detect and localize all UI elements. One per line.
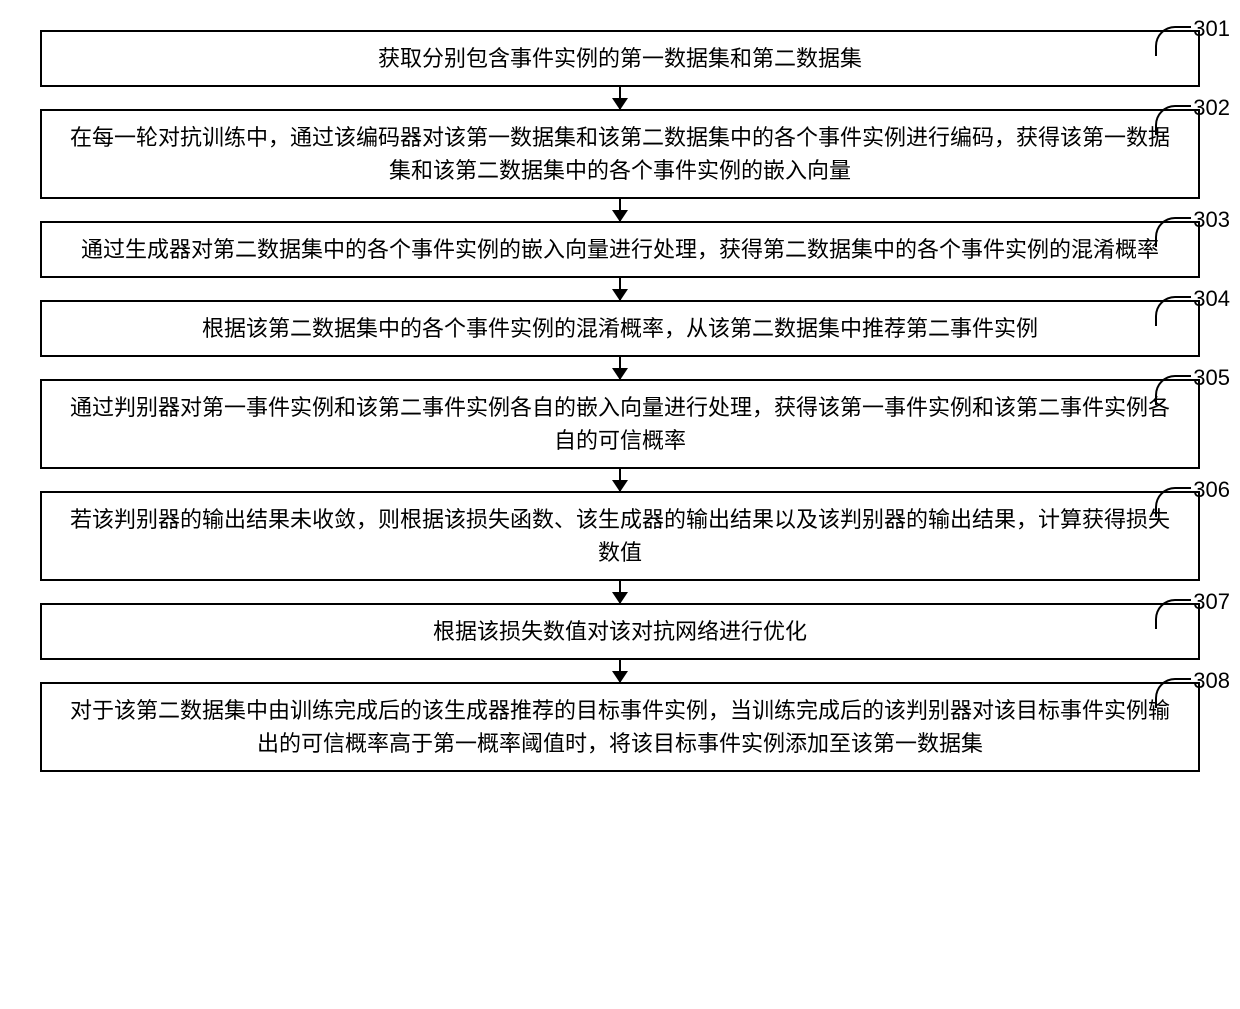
- arrow-icon: [619, 581, 621, 603]
- step-wrapper-306: 306 若该判别器的输出结果未收敛，则根据该损失函数、该生成器的输出结果以及该判…: [40, 491, 1200, 581]
- step-wrapper-302: 302 在每一轮对抗训练中，通过该编码器对该第一数据集和该第二数据集中的各个事件…: [40, 109, 1200, 199]
- step-label: 306: [1193, 477, 1230, 503]
- step-text: 根据该第二数据集中的各个事件实例的混淆概率，从该第二数据集中推荐第二事件实例: [202, 312, 1038, 345]
- step-label: 305: [1193, 365, 1230, 391]
- step-label: 304: [1193, 286, 1230, 312]
- step-box: 根据该损失数值对该对抗网络进行优化: [40, 603, 1200, 660]
- step-box: 通过生成器对第二数据集中的各个事件实例的嵌入向量进行处理，获得第二数据集中的各个…: [40, 221, 1200, 278]
- step-wrapper-304: 304 根据该第二数据集中的各个事件实例的混淆概率，从该第二数据集中推荐第二事件…: [40, 300, 1200, 357]
- step-label: 308: [1193, 668, 1230, 694]
- arrow-icon: [619, 199, 621, 221]
- arrow-icon: [619, 278, 621, 300]
- step-text: 通过生成器对第二数据集中的各个事件实例的嵌入向量进行处理，获得第二数据集中的各个…: [81, 233, 1159, 266]
- step-text: 若该判别器的输出结果未收敛，则根据该损失函数、该生成器的输出结果以及该判别器的输…: [62, 503, 1178, 569]
- step-label: 303: [1193, 207, 1230, 233]
- arrow-icon: [619, 357, 621, 379]
- step-box: 对于该第二数据集中由训练完成后的该生成器推荐的目标事件实例，当训练完成后的该判别…: [40, 682, 1200, 772]
- step-box: 通过判别器对第一事件实例和该第二事件实例各自的嵌入向量进行处理，获得该第一事件实…: [40, 379, 1200, 469]
- arrow-icon: [619, 469, 621, 491]
- arrow-icon: [619, 660, 621, 682]
- step-wrapper-303: 303 通过生成器对第二数据集中的各个事件实例的嵌入向量进行处理，获得第二数据集…: [40, 221, 1200, 278]
- step-text: 根据该损失数值对该对抗网络进行优化: [433, 615, 807, 648]
- step-box: 若该判别器的输出结果未收敛，则根据该损失函数、该生成器的输出结果以及该判别器的输…: [40, 491, 1200, 581]
- step-wrapper-301: 301 获取分别包含事件实例的第一数据集和第二数据集: [40, 30, 1200, 87]
- arrow-icon: [619, 87, 621, 109]
- step-text: 对于该第二数据集中由训练完成后的该生成器推荐的目标事件实例，当训练完成后的该判别…: [62, 694, 1178, 760]
- step-box: 获取分别包含事件实例的第一数据集和第二数据集: [40, 30, 1200, 87]
- step-wrapper-308: 308 对于该第二数据集中由训练完成后的该生成器推荐的目标事件实例，当训练完成后…: [40, 682, 1200, 772]
- step-box: 在每一轮对抗训练中，通过该编码器对该第一数据集和该第二数据集中的各个事件实例进行…: [40, 109, 1200, 199]
- step-wrapper-307: 307 根据该损失数值对该对抗网络进行优化: [40, 603, 1200, 660]
- step-wrapper-305: 305 通过判别器对第一事件实例和该第二事件实例各自的嵌入向量进行处理，获得该第…: [40, 379, 1200, 469]
- step-label: 301: [1193, 16, 1230, 42]
- step-label: 302: [1193, 95, 1230, 121]
- flowchart-container: 301 获取分别包含事件实例的第一数据集和第二数据集 302 在每一轮对抗训练中…: [40, 30, 1200, 772]
- step-text: 通过判别器对第一事件实例和该第二事件实例各自的嵌入向量进行处理，获得该第一事件实…: [62, 391, 1178, 457]
- step-box: 根据该第二数据集中的各个事件实例的混淆概率，从该第二数据集中推荐第二事件实例: [40, 300, 1200, 357]
- step-text: 在每一轮对抗训练中，通过该编码器对该第一数据集和该第二数据集中的各个事件实例进行…: [62, 121, 1178, 187]
- step-label: 307: [1193, 589, 1230, 615]
- step-text: 获取分别包含事件实例的第一数据集和第二数据集: [378, 42, 862, 75]
